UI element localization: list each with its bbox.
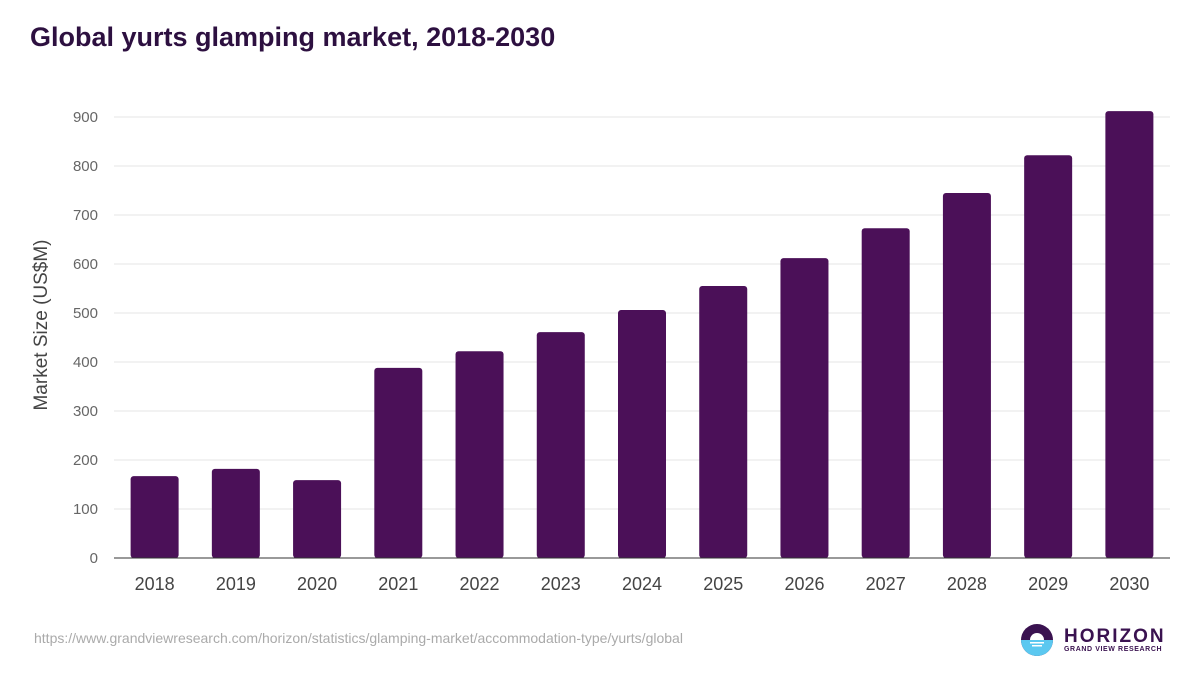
y-tick-label: 100: [73, 501, 98, 518]
x-tick-label: 2027: [866, 574, 906, 594]
source-link[interactable]: https://www.grandviewresearch.com/horizo…: [34, 630, 683, 646]
x-tick-label: 2026: [784, 574, 824, 594]
x-tick-label: 2029: [1028, 574, 1068, 594]
y-tick-label: 800: [73, 158, 98, 175]
logo-sub: GRAND VIEW RESEARCH: [1064, 646, 1163, 653]
x-tick-label: 2024: [622, 574, 662, 594]
bar-2020: [293, 480, 342, 558]
y-tick-label: 700: [73, 207, 98, 224]
chart-title: Global yurts glamping market, 2018-2030: [30, 22, 556, 52]
bar-2022: [455, 351, 504, 558]
bar-2025: [699, 286, 748, 558]
bar-2023: [536, 332, 585, 558]
x-tick-label: 2022: [460, 574, 500, 594]
bar-2018: [130, 476, 179, 558]
y-axis-label: Market Size (US$M): [31, 239, 52, 410]
y-tick-label: 900: [73, 109, 98, 126]
bar-2030: [1105, 111, 1154, 559]
x-tick-label: 2023: [541, 574, 581, 594]
x-tick-label: 2018: [135, 574, 175, 594]
bar-2026: [780, 258, 829, 558]
y-tick-label: 500: [73, 305, 98, 322]
y-tick-label: 400: [73, 354, 98, 371]
x-tick-label: 2019: [216, 574, 256, 594]
horizon-logo: HORIZON GRAND VIEW RESEARCH: [1020, 623, 1166, 657]
x-tick-label: 2021: [378, 574, 418, 594]
bar-2027: [861, 228, 910, 559]
y-tick-label: 200: [73, 452, 98, 469]
x-tick-label: 2028: [947, 574, 987, 594]
bar-2028: [942, 192, 991, 558]
bar-2024: [618, 310, 666, 558]
bar-2029: [1024, 155, 1073, 558]
bar-2019: [211, 468, 260, 558]
x-tick-label: 2020: [297, 574, 337, 594]
y-tick-label: 0: [90, 550, 98, 567]
bar-2021: [374, 367, 423, 558]
x-tick-label: 2030: [1109, 574, 1149, 594]
y-tick-label: 300: [73, 403, 98, 420]
y-tick-label: 600: [73, 256, 98, 273]
x-tick-label: 2025: [703, 574, 743, 594]
logo-name: HORIZON: [1064, 626, 1166, 647]
horizon-logo-icon: [1021, 624, 1053, 656]
